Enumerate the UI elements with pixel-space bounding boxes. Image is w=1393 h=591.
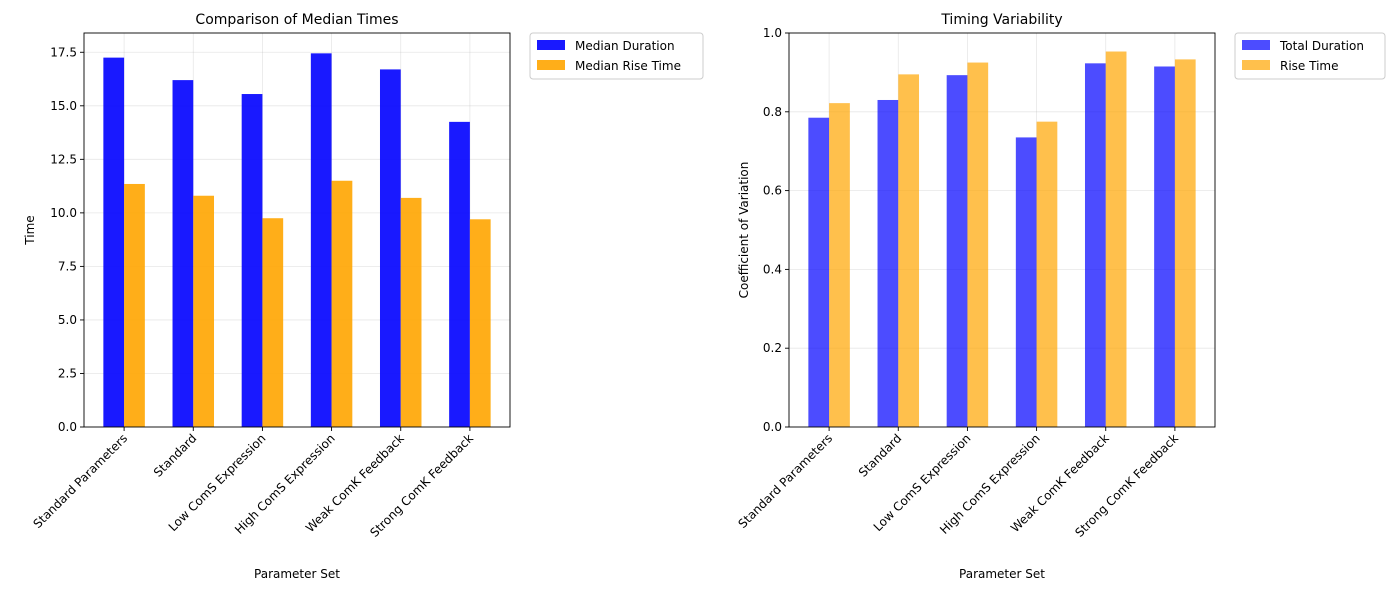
y-tick-label: 1.0 xyxy=(763,26,782,40)
bar-series2 xyxy=(193,195,215,427)
bar-series1 xyxy=(172,80,194,427)
bar-series1 xyxy=(449,121,470,427)
plot-frame xyxy=(788,32,1216,428)
bar-series2 xyxy=(1105,51,1127,427)
y-tick-label: 0.6 xyxy=(763,184,782,198)
x-tick-label: Standard Parameters xyxy=(735,431,835,531)
legend: Total Duration Rise Time xyxy=(1234,32,1386,80)
bar-series1 xyxy=(1084,63,1106,427)
bar-series2 xyxy=(898,74,920,428)
x-tick-label: Standard xyxy=(856,431,905,480)
legend-swatch xyxy=(537,40,565,50)
bar-series2 xyxy=(469,219,491,427)
legend: Median Duration Median Rise Time xyxy=(529,32,704,80)
y-tick-label: 0.0 xyxy=(763,420,782,434)
legend-label: Median Duration xyxy=(575,39,675,53)
legend-swatch xyxy=(1242,60,1270,70)
y-tick-label: 5.0 xyxy=(58,313,77,327)
bar-series2 xyxy=(262,218,284,427)
legend-label: Rise Time xyxy=(1280,59,1339,73)
chart-title: Timing Variability xyxy=(940,12,1062,28)
y-tick-label: 0.0 xyxy=(58,420,77,434)
bar-series1 xyxy=(379,69,401,428)
y-tick-label: 7.5 xyxy=(58,259,77,273)
chart-1: 0.0 2.5 5.0 7.5 10.0 12.5 15.0 17.5 Standard Par… xyxy=(23,12,704,581)
y-axis-label: Time xyxy=(23,215,37,245)
bar-series2 xyxy=(331,180,353,427)
y-tick-label: 0.8 xyxy=(763,105,782,119)
legend-box xyxy=(529,32,704,80)
legend-swatch xyxy=(1242,40,1270,50)
chart-2: 0.0 0.2 0.4 0.6 0.8 1.0 Standard Parameters Sta… xyxy=(735,12,1386,581)
bar-series2 xyxy=(829,103,850,427)
y-tick-label: 10.0 xyxy=(50,206,77,220)
bar-series2 xyxy=(1174,59,1196,427)
chart-title: Comparison of Median Times xyxy=(195,12,398,28)
legend-label: Median Rise Time xyxy=(575,59,681,73)
x-tick-label: Standard Parameters xyxy=(30,431,130,531)
y-tick-label: 0.2 xyxy=(763,341,782,355)
y-tick-label: 15.0 xyxy=(50,99,77,113)
bar-series2 xyxy=(1036,121,1058,428)
bar-series2 xyxy=(400,197,422,427)
y-tick-label: 12.5 xyxy=(50,152,77,166)
plot-frame xyxy=(83,32,511,428)
legend-label: Total Duration xyxy=(1279,39,1364,53)
bar-series1 xyxy=(1154,66,1175,428)
x-axis-label: Parameter Set xyxy=(959,567,1045,581)
bar-series1 xyxy=(877,99,899,427)
bar-series2 xyxy=(124,183,145,427)
legend-swatch xyxy=(537,60,565,70)
y-axis-label: Coefficient of Variation xyxy=(737,162,751,299)
bar-series1 xyxy=(1015,137,1037,427)
bar-series1 xyxy=(808,117,830,428)
bar-series1 xyxy=(310,53,332,427)
bar-series1 xyxy=(103,57,125,427)
x-axis-label: Parameter Set xyxy=(254,567,340,581)
y-tick-label: 0.4 xyxy=(763,262,782,276)
y-tick-label: 17.5 xyxy=(50,45,77,59)
x-tick-label: Standard xyxy=(151,431,200,480)
legend-box xyxy=(1234,32,1386,80)
y-tick-label: 2.5 xyxy=(58,366,77,380)
bar-series2 xyxy=(967,62,989,428)
bar-series1 xyxy=(946,75,968,428)
bar-series1 xyxy=(241,94,263,428)
